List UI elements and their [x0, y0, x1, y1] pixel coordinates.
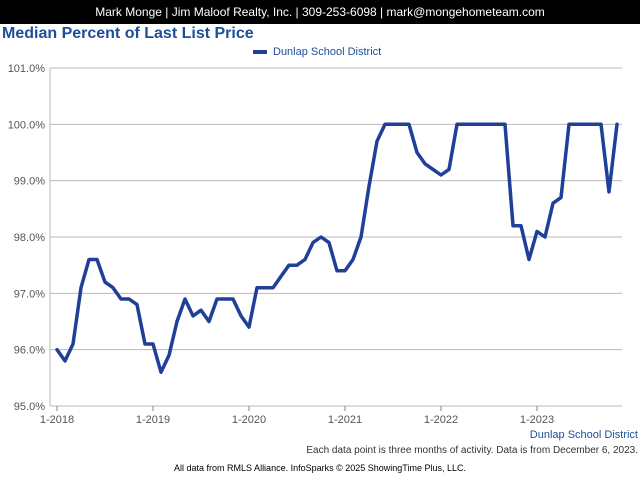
chart-legend: Dunlap School District	[253, 46, 381, 58]
y-tick-label: 101.0%	[8, 63, 46, 75]
x-tick-label: 1-2023	[520, 414, 554, 426]
legend-swatch	[253, 50, 267, 54]
x-tick-label: 1-2018	[40, 414, 74, 426]
x-tick-label: 1-2020	[232, 414, 266, 426]
region-label: Dunlap School District	[529, 429, 638, 441]
y-tick-label: 98.0%	[14, 232, 45, 244]
footer-credit: All data from RMLS Alliance. InfoSparks …	[174, 463, 466, 473]
data-note: Each data point is three months of activ…	[306, 445, 638, 456]
header-contact-bar: Mark Monge | Jim Maloof Realty, Inc. | 3…	[0, 0, 640, 24]
chart-title: Median Percent of Last List Price	[2, 25, 254, 42]
y-tick-label: 97.0%	[14, 288, 45, 300]
x-tick-label: 1-2021	[328, 414, 362, 426]
x-tick-label: 1-2022	[424, 414, 458, 426]
y-tick-label: 95.0%	[14, 401, 45, 413]
x-tick-label: 1-2019	[136, 414, 170, 426]
y-tick-label: 100.0%	[8, 119, 46, 131]
y-tick-label: 99.0%	[14, 176, 45, 188]
header-contact-text: Mark Monge | Jim Maloof Realty, Inc. | 3…	[95, 5, 545, 19]
legend-label: Dunlap School District	[273, 46, 382, 58]
series-line	[55, 122, 619, 374]
y-tick-label: 96.0%	[14, 345, 45, 357]
